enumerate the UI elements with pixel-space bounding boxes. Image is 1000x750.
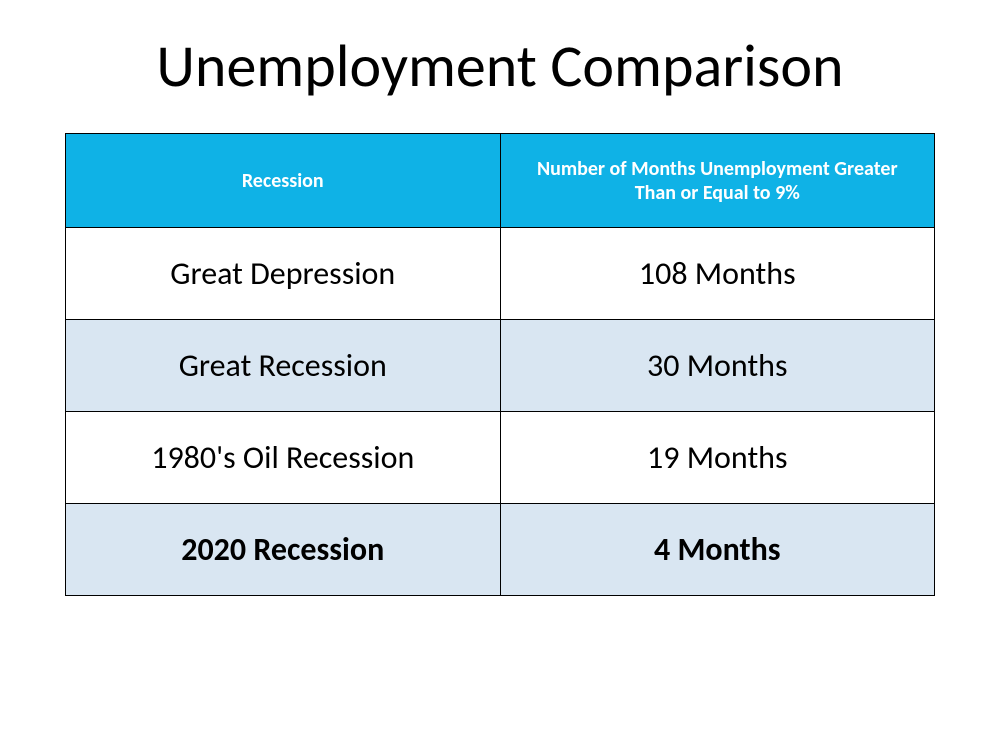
table-cell: 1980's Oil Recession xyxy=(66,412,501,504)
page-title: Unemployment Comparison xyxy=(156,30,843,103)
table-cell: 2020 Recession xyxy=(66,504,501,596)
table-cell: Great Recession xyxy=(66,320,501,412)
table-header-cell: Number of Months Unemployment Greater Th… xyxy=(500,134,935,228)
table-row: 2020 Recession 4 Months xyxy=(66,504,935,596)
table-header-cell: Recession xyxy=(66,134,501,228)
table-cell: 19 Months xyxy=(500,412,935,504)
table-row: Great Depression 108 Months xyxy=(66,228,935,320)
comparison-table: Recession Number of Months Unemployment … xyxy=(65,133,935,596)
table-row: Great Recession 30 Months xyxy=(66,320,935,412)
table-row: 1980's Oil Recession 19 Months xyxy=(66,412,935,504)
table-cell: Great Depression xyxy=(66,228,501,320)
table-header-row: Recession Number of Months Unemployment … xyxy=(66,134,935,228)
table-cell: 4 Months xyxy=(500,504,935,596)
table-cell: 30 Months xyxy=(500,320,935,412)
table-cell: 108 Months xyxy=(500,228,935,320)
